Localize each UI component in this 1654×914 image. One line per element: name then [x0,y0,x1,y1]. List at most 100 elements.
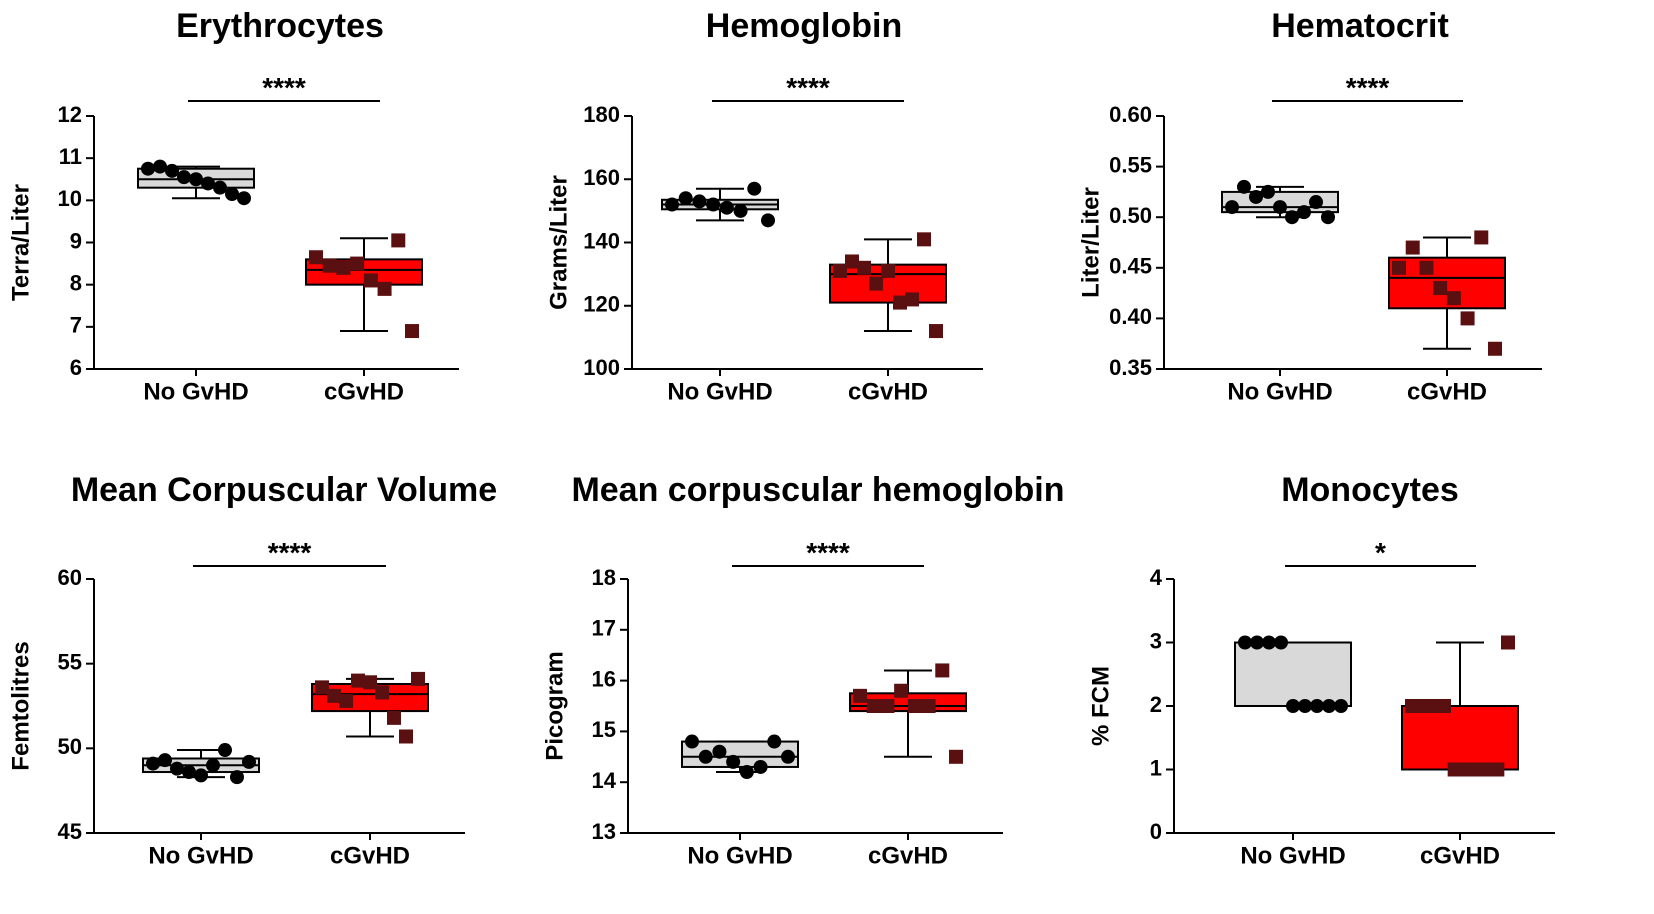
data-point [363,675,377,690]
data-point [719,200,734,215]
data-point [1261,184,1275,199]
data-point [881,263,895,278]
chart-title: Mean corpuscular hemoglobin [571,471,1064,509]
data-point [929,324,943,339]
y-tick-label: 0.55 [1109,152,1152,177]
data-point [336,260,351,275]
significance-label: **** [268,537,312,568]
data-point [242,754,256,769]
y-tick-label: 13 [592,819,616,844]
y-tick-label: 15 [592,717,616,742]
data-point [1286,699,1300,713]
y-tick-label: 8 [70,270,82,295]
data-point [1321,210,1335,225]
data-point [733,203,748,218]
y-tick-label: 140 [583,228,620,253]
y-tick-label: 0.40 [1109,304,1152,329]
data-point [1298,699,1312,713]
y-tick-label: 120 [583,292,620,317]
data-point [146,756,160,771]
data-point [1238,635,1252,650]
data-point [315,680,329,695]
y-tick-label: 1 [1150,755,1162,780]
data-point [399,729,413,744]
data-point [350,256,365,271]
data-point [685,734,699,749]
box-cgvhd [1401,635,1519,777]
y-axis-label: Grams/Liter [545,175,572,310]
data-point [1310,699,1324,713]
data-point [1433,281,1448,296]
data-point [405,324,419,339]
y-tick-label: 0.50 [1109,203,1152,228]
x-tick-label: cGvHD [330,842,410,869]
y-tick-label: 55 [58,649,82,674]
box-cgvhd [829,232,947,339]
data-point [170,761,184,776]
data-point [692,194,707,209]
data-point [1447,762,1462,777]
y-tick-label: 0.45 [1109,254,1152,279]
significance-label: **** [1346,72,1390,103]
data-point [905,292,919,307]
data-point [706,197,721,212]
data-point [1405,699,1419,713]
y-tick-label: 180 [583,102,620,127]
data-point [237,191,251,206]
x-tick-label: cGvHD [868,842,948,869]
box-cgvhd [1388,230,1506,356]
y-tick-label: 0 [1150,819,1162,844]
data-point [206,758,220,773]
box-no-gvhd [1234,635,1352,713]
y-tick-label: 12 [58,102,82,127]
chart-title: Hematocrit [1271,7,1449,45]
y-tick-label: 3 [1150,628,1162,653]
data-point [1488,341,1502,356]
x-tick-label: No GvHD [667,378,772,405]
data-point [225,187,239,202]
y-axis-label: Terra/Liter [7,184,34,301]
data-point [201,176,215,191]
data-point [1419,260,1434,275]
data-point [712,744,727,759]
box-cgvhd [305,233,423,339]
y-tick-label: 2 [1150,692,1162,717]
x-tick-label: No GvHD [148,842,253,869]
chart-title: Hemoglobin [706,7,902,45]
data-point [158,753,172,768]
data-point [894,683,909,698]
x-tick-label: No GvHD [1240,842,1345,869]
data-point [1460,311,1475,326]
data-point [1392,260,1406,275]
box-iqr [1401,705,1519,771]
data-point [853,688,867,703]
y-tick-label: 100 [583,355,620,380]
data-point [1501,635,1515,650]
y-tick-label: 60 [58,565,82,590]
data-point [377,281,392,296]
box-iqr [1234,641,1352,707]
y-axis-label: Liter/Liter [1077,187,1104,298]
data-point [1309,195,1323,210]
data-point [213,180,227,195]
data-point [375,685,389,700]
data-point [1415,699,1430,713]
data-point [327,688,341,703]
y-tick-label: 50 [58,734,82,759]
data-point [866,699,881,713]
data-point [1273,200,1287,215]
panel-5: Mean corpuscular hemoglobin 13 14 15 16 17 18 P… [541,471,1064,869]
significance-label: **** [786,72,830,103]
data-point [1237,179,1251,194]
x-tick-label: cGvHD [848,378,928,405]
y-axis-label: Femtolitres [7,641,34,770]
significance-label: * [1375,537,1386,568]
data-point [1249,189,1263,204]
data-point [857,260,871,275]
data-point [893,295,907,310]
data-point [678,191,693,206]
panel-1: Erythrocytes 6 7 8 9 10 11 12 Terra/Liter No GvHD… [7,7,459,405]
y-tick-label: 17 [592,616,616,641]
data-point [833,263,847,278]
x-tick-label: cGvHD [1420,842,1500,869]
